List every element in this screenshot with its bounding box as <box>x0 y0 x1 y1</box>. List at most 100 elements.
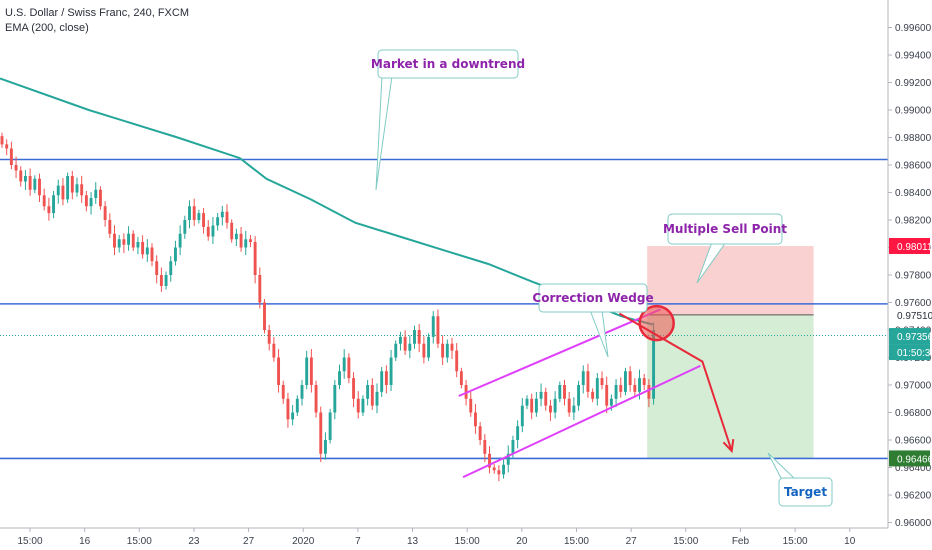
candle-body <box>14 165 18 171</box>
last-price-badge[interactable]: 0.97356 <box>889 328 932 345</box>
candle-body <box>441 343 445 358</box>
candle-body <box>113 233 116 248</box>
target-callout-tail <box>767 452 797 481</box>
time-axis[interactable]: 15:00 16 15:00 23 27 2020 7 13 15:00 20 15:00 27 15:… <box>0 527 932 550</box>
stop-price-badge[interactable]: 0.98011 <box>889 237 932 254</box>
candle-body <box>61 185 65 200</box>
candle-body <box>469 398 473 413</box>
candle-body <box>248 239 252 242</box>
candle-body <box>253 242 257 275</box>
candle-body <box>117 239 121 248</box>
wedge-upper-line[interactable] <box>458 308 661 397</box>
x-tick-label: 16 <box>79 536 91 547</box>
x-tick-label: 15:00 <box>673 536 698 547</box>
y-tick-label: 0.97800 <box>895 271 932 282</box>
candle-body <box>525 398 529 406</box>
candle-body <box>642 378 646 385</box>
drawings[interactable] <box>458 304 735 479</box>
forecast-arrow-line[interactable] <box>618 312 733 452</box>
correction-wedge-callout[interactable]: Correction Wedge <box>532 283 654 358</box>
candle-body <box>567 398 571 413</box>
horizontal-levels[interactable] <box>0 158 888 460</box>
candle-body <box>66 176 70 200</box>
candle-body <box>408 343 412 351</box>
level-price-badge-bg <box>889 306 930 323</box>
candle-body <box>75 184 79 193</box>
stop-price-badge-bg <box>889 237 930 254</box>
x-tick-label: 15:00 <box>783 536 808 547</box>
candle-body <box>145 247 149 255</box>
candle-body <box>169 261 173 275</box>
candle-body <box>28 176 32 190</box>
candle-body <box>173 247 177 262</box>
candle-body <box>192 206 196 220</box>
candle-body <box>548 405 552 413</box>
target-price-badge[interactable]: 0.96466 <box>889 450 932 467</box>
legend-ema: EMA (200, close) <box>5 22 89 34</box>
market-downtrend-callout-box <box>377 49 519 79</box>
candle-body <box>277 357 281 385</box>
candle-body <box>328 412 332 440</box>
level-price-badge-label: 0.97510 <box>897 311 932 322</box>
y-tick-label: 0.99400 <box>895 51 932 62</box>
y-tick-label: 0.98400 <box>895 188 932 199</box>
candle-body <box>309 357 313 385</box>
correction-wedge-callout-box <box>538 283 648 313</box>
candle-body <box>384 371 388 385</box>
sell-point-circle[interactable] <box>638 304 675 342</box>
y-tick-label: 0.96200 <box>895 491 932 502</box>
candle-body <box>445 343 449 358</box>
candle-body <box>216 217 220 226</box>
wedge-lower-line[interactable] <box>462 364 701 479</box>
bar-countdown-badge-bg <box>889 344 930 361</box>
candle-body <box>352 378 356 399</box>
multiple-sell-point-callout-box <box>667 213 783 245</box>
price-axis[interactable]: 0.99600 0.99400 0.99200 0.99000 0.98800 0.986… <box>887 0 932 550</box>
candle-body <box>647 385 651 399</box>
y-tick-label: 0.98800 <box>895 133 932 144</box>
candle-body <box>530 398 534 413</box>
x-tick-label: 2020 <box>292 536 315 547</box>
level-price-badge[interactable]: 0.97510 <box>889 306 932 323</box>
candle-body <box>127 233 131 245</box>
candle-body <box>652 330 656 399</box>
x-tick-label: 23 <box>188 536 200 547</box>
candle-body <box>539 391 543 399</box>
multiple-sell-point-callout[interactable]: Multiple Sell Point <box>663 213 787 284</box>
candle-body <box>23 176 27 182</box>
annotations[interactable]: Market in a downtrend Correction Wedge Mul… <box>371 49 833 507</box>
y-tick-label: 0.99200 <box>895 78 932 89</box>
candle-body <box>263 302 266 330</box>
x-tick-label: 15:00 <box>127 536 152 547</box>
candle-body <box>436 316 440 344</box>
candle-body <box>600 378 604 385</box>
candle-body <box>623 371 627 392</box>
candle-body <box>38 178 41 196</box>
target-callout[interactable]: Target <box>767 452 833 507</box>
candle-body <box>619 385 623 392</box>
bar-countdown-badge[interactable]: 01:50:33 <box>889 344 932 361</box>
candle-body <box>380 371 384 392</box>
y-tick-label: 0.96600 <box>895 436 932 447</box>
candle-body <box>431 316 435 337</box>
multiple-sell-point-callout-tail <box>696 241 727 284</box>
correction-wedge-callout-tail <box>589 309 609 358</box>
y-tick-label: 0.98600 <box>895 161 932 172</box>
candle-body <box>497 470 501 475</box>
y-tick-label: 0.99000 <box>895 106 932 117</box>
x-tick-label: 10 <box>844 536 856 547</box>
market-downtrend-callout[interactable]: Market in a downtrend <box>371 49 525 191</box>
candle-body <box>178 233 182 248</box>
candle-body <box>333 385 337 413</box>
take-profit-zone <box>647 314 814 459</box>
candle-body <box>0 136 4 145</box>
candle-body <box>98 189 102 207</box>
x-tick-label: Feb <box>732 536 750 547</box>
candle-body <box>609 398 613 406</box>
candle-body <box>258 275 262 303</box>
candle-body <box>586 371 590 392</box>
candle-body <box>370 385 374 406</box>
candle-body <box>94 189 98 198</box>
